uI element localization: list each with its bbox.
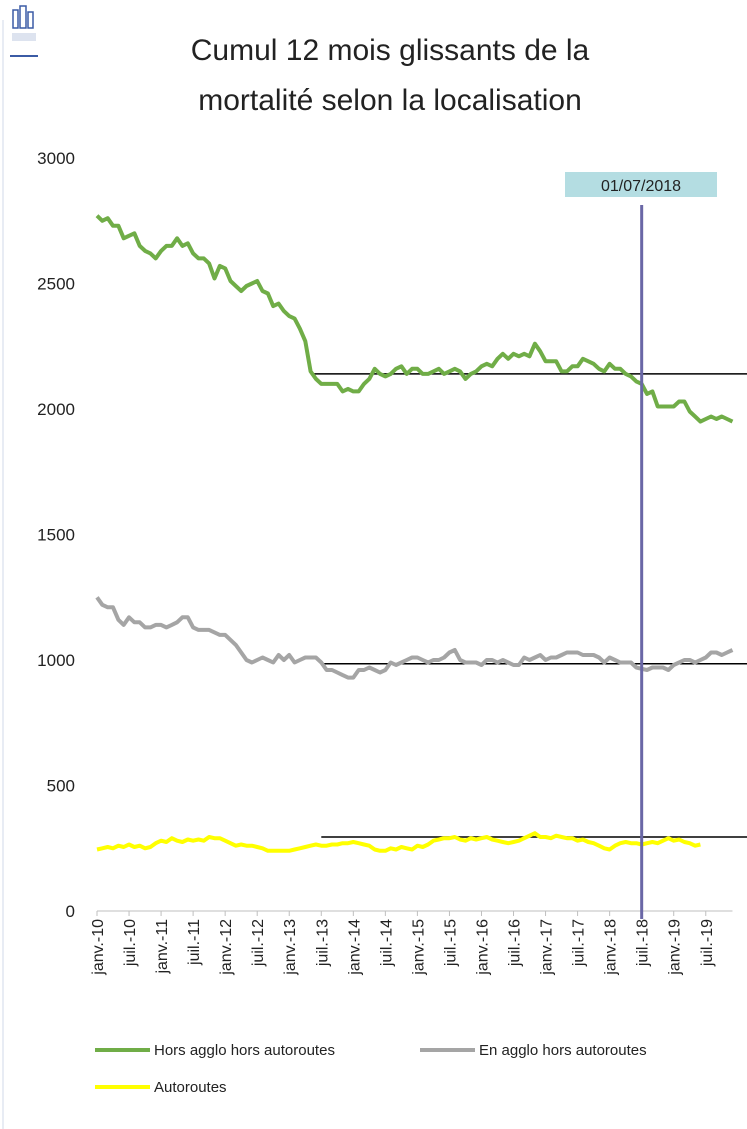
x-tick-label: janv.-12	[218, 919, 235, 976]
x-tick-label: juil.-12	[250, 919, 267, 967]
x-tick-label: janv.-13	[282, 919, 299, 976]
x-tick-label: juil.-18	[635, 919, 652, 967]
y-tick-label: 1500	[37, 526, 75, 545]
x-tick-label: juil.-10	[122, 919, 139, 967]
legend-label: En agglo hors autoroutes	[479, 1042, 647, 1059]
x-tick-label: janv.-18	[603, 919, 620, 976]
logo	[10, 5, 38, 57]
chart-title: Cumul 12 mois glissants de la mortalité …	[190, 34, 590, 117]
marker-label: 01/07/2018	[601, 178, 681, 195]
x-tick-label: janv.-15	[410, 919, 427, 976]
x-tick-label: janv.-11	[154, 919, 171, 975]
y-tick-label: 2500	[37, 275, 75, 294]
x-tick-label: juil.-16	[507, 919, 524, 967]
x-tick-label: janv.-10	[90, 919, 107, 976]
y-tick-label: 2000	[37, 400, 75, 419]
x-tick-label: juil.-15	[442, 919, 459, 967]
x-tick-label: juil.-11	[186, 919, 203, 966]
y-tick-label: 3000	[37, 149, 75, 168]
series-line	[96, 831, 701, 853]
marker-label-box	[565, 172, 717, 197]
y-tick-label: 0	[66, 902, 75, 921]
series-line	[95, 214, 734, 424]
x-tick-label: janv.-14	[346, 919, 363, 976]
x-tick-label: janv.-16	[474, 919, 491, 976]
x-tick-label: juil.-17	[571, 919, 588, 967]
y-tick-label: 500	[47, 777, 75, 796]
legend-label: Autoroutes	[154, 1079, 227, 1096]
legend-label: Hors agglo hors autoroutes	[154, 1042, 335, 1059]
x-tick-label: juil.-13	[314, 919, 331, 967]
x-tick-label: juil.-14	[378, 919, 395, 967]
x-tick-label: janv.-17	[539, 919, 556, 976]
series-line	[95, 596, 734, 680]
x-tick-label: juil.-19	[699, 919, 716, 967]
x-tick-label: janv.-19	[667, 919, 684, 976]
y-tick-label: 1000	[37, 651, 75, 670]
